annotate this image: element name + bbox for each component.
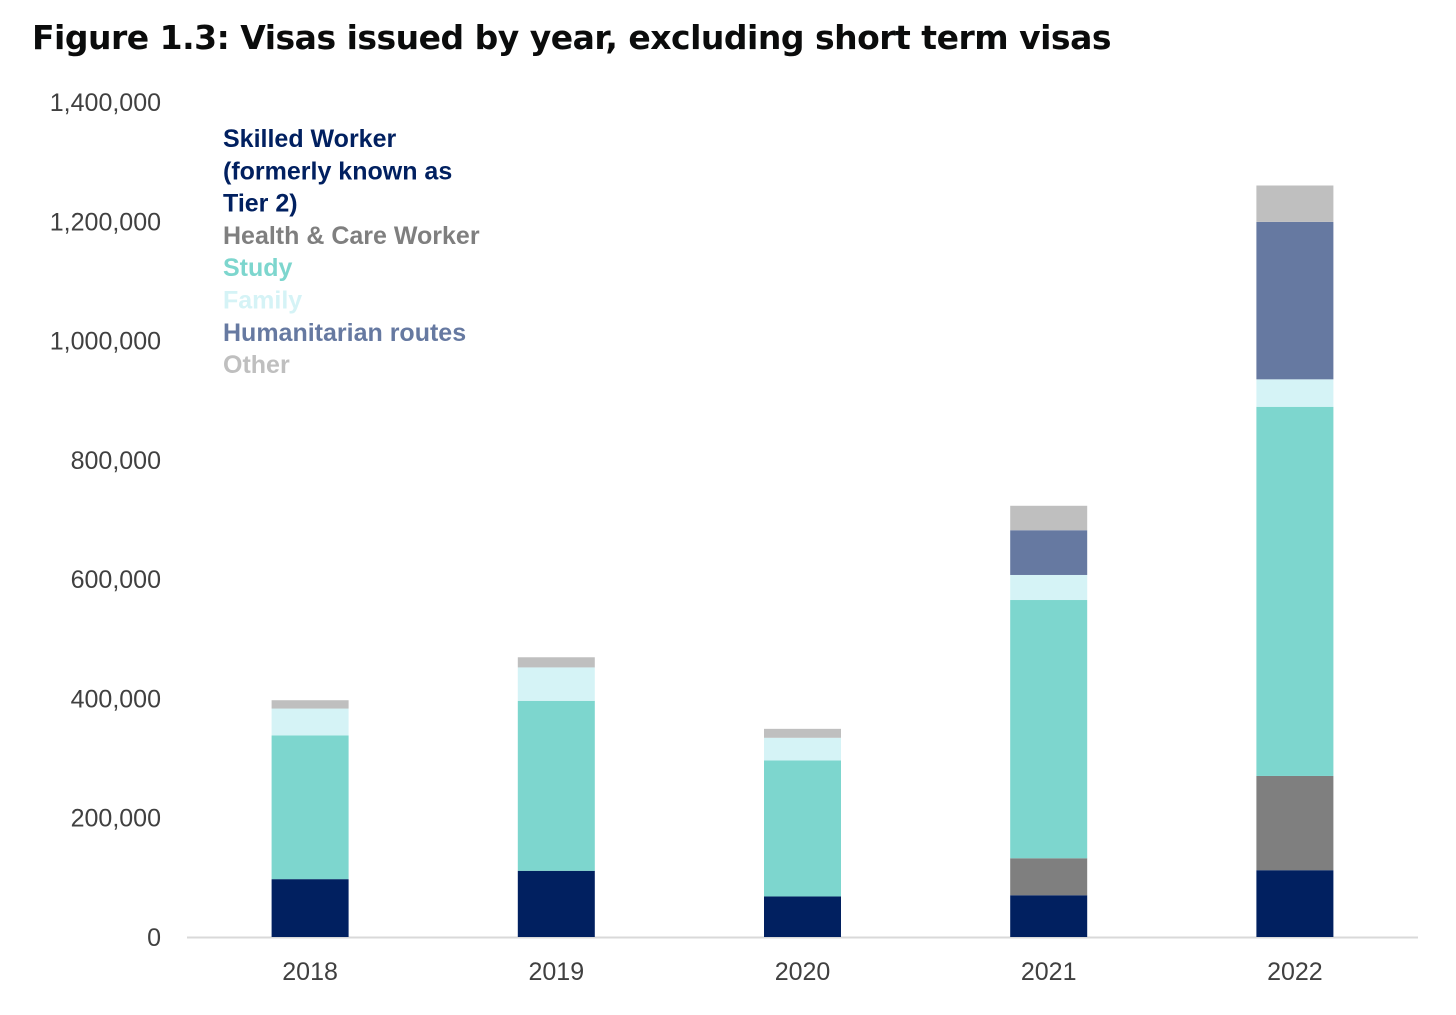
legend-entry-series-2: Study [223, 254, 293, 282]
x-tick-label: 2020 [775, 958, 831, 986]
bar-segment-2022-series-2 [1256, 406, 1334, 776]
x-tick-label: 2019 [528, 958, 584, 986]
y-tick-label: 0 [147, 924, 161, 952]
bar-segment-2022-series-1 [1256, 775, 1334, 871]
bar-segment-2022-series-4 [1256, 221, 1334, 380]
bar-segment-2018-series-2 [271, 735, 349, 880]
y-tick-label: 600,000 [71, 566, 161, 594]
bar-segment-2021-series-5 [1010, 505, 1088, 531]
legend-entry-series-4: Humanitarian routes [223, 319, 466, 347]
bar-segment-2022-series-5 [1256, 185, 1334, 222]
bar-segment-2021-series-2 [1010, 600, 1088, 859]
bar-segment-2020-series-5 [764, 728, 841, 738]
legend-entry-series-0: Skilled Worker [223, 125, 396, 153]
y-tick-label: 400,000 [71, 685, 161, 713]
x-tick-label: 2021 [1021, 958, 1077, 986]
bar-segment-2019-series-3 [517, 667, 595, 701]
bar-segment-2022-series-0 [1256, 870, 1334, 937]
legend-entry-series-0: (formerly known as [223, 157, 452, 185]
bar-segment-2018-series-3 [271, 708, 349, 736]
bar-segment-2021-series-4 [1010, 530, 1088, 575]
bar-segment-2019-series-0 [517, 870, 595, 937]
chart-title: Figure 1.3: Visas issued by year, exclud… [32, 18, 1111, 57]
bar-segment-2019-series-5 [517, 657, 595, 668]
legend-entry-series-1: Health & Care Worker [223, 222, 480, 250]
x-axis: 2018 2019 2020 2021 2022 [187, 936, 1418, 986]
bar-segment-2019-series-2 [517, 700, 595, 871]
legend-entry-series-3: Family [223, 287, 302, 315]
bar-segment-2020-series-2 [764, 760, 841, 897]
x-tick-label: 2022 [1267, 958, 1323, 986]
y-tick-label: 1,000,000 [50, 328, 161, 356]
bars [271, 185, 1334, 937]
bar-segment-2018-series-0 [271, 879, 349, 937]
legend-entry-series-5: Other [223, 351, 290, 379]
y-tick-label: 1,400,000 [50, 89, 161, 117]
y-axis: 0 200,000 400,000 600,000 800,000 1,000,000 1,… [50, 89, 161, 952]
legend-entry-series-0: Tier 2) [223, 190, 298, 218]
bar-segment-2018-series-5 [271, 700, 349, 709]
legend: Skilled Worker (formerly known as Tier 2) H… [223, 125, 480, 379]
bar-segment-2020-series-0 [764, 896, 841, 937]
y-tick-label: 800,000 [71, 447, 161, 475]
bar-segment-2021-series-1 [1010, 858, 1088, 896]
bar-segment-2021-series-0 [1010, 895, 1088, 937]
y-tick-label: 200,000 [71, 805, 161, 833]
bar-segment-2022-series-3 [1256, 379, 1334, 407]
y-tick-label: 1,200,000 [50, 208, 161, 236]
x-tick-label: 2018 [282, 958, 338, 986]
bar-segment-2020-series-3 [764, 737, 841, 761]
bar-segment-2021-series-3 [1010, 574, 1088, 601]
